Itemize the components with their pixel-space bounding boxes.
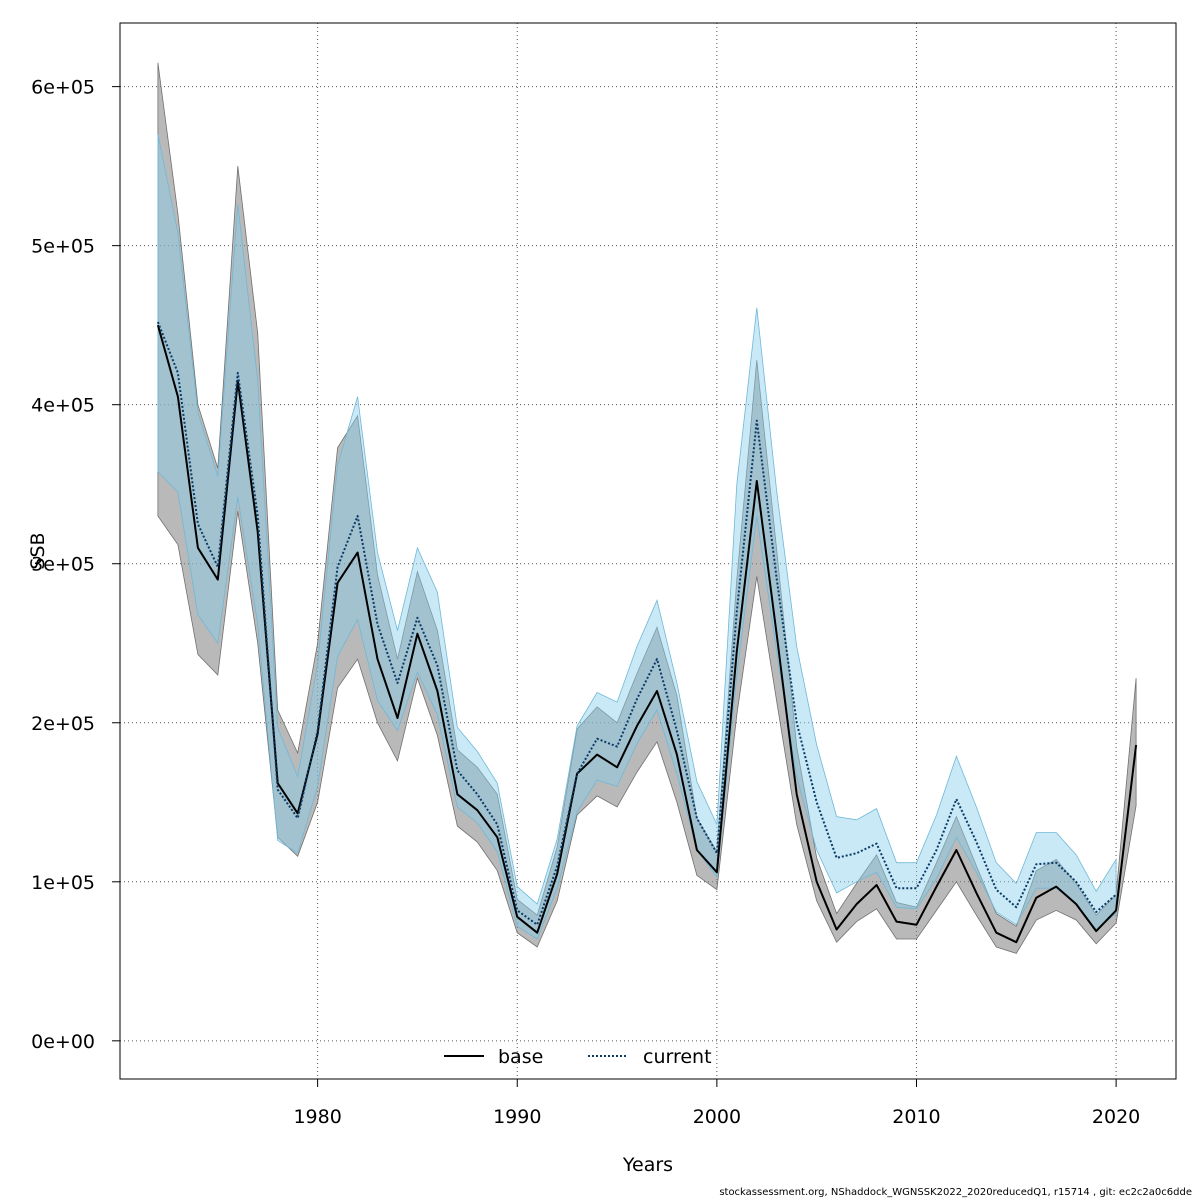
x-axis-title: Years [622,1154,673,1176]
x-tick-label: 2000 [693,1106,741,1128]
y-tick-label: 3e+05 [31,554,95,576]
legend: base current [444,1046,712,1068]
series-line-base [156,324,1138,944]
series-lines [156,321,1138,944]
y-tick-label: 5e+05 [31,236,95,258]
x-tick-label: 1990 [493,1106,541,1128]
x-tick-label: 2020 [1092,1106,1140,1128]
x-tick-label: 2010 [892,1106,940,1128]
footer-caption: stockassessment.org, NShaddock_WGNSSK202… [719,1187,1192,1198]
legend-label-current: current [643,1046,712,1068]
axis-ticks: 1980 1990 2000 2010 2020 0e+00 1e+05 2e+05 3e+05… [31,77,1140,1128]
legend-label-base: base [498,1046,543,1068]
series-line-current [156,321,1117,926]
y-tick-label: 1e+05 [31,872,95,894]
confidence-bands [157,62,1137,954]
x-tick-label: 1980 [293,1106,341,1128]
y-tick-label: 6e+05 [31,77,95,99]
y-tick-label: 2e+05 [31,713,95,735]
y-axis-title: SSB [27,532,49,569]
y-tick-label: 0e+00 [31,1031,95,1053]
y-tick-label: 4e+05 [31,395,95,417]
plot-frame [119,22,1177,1080]
ci-band-base [157,62,1137,954]
ci-band-current [157,134,1117,940]
grid [120,23,1176,1079]
